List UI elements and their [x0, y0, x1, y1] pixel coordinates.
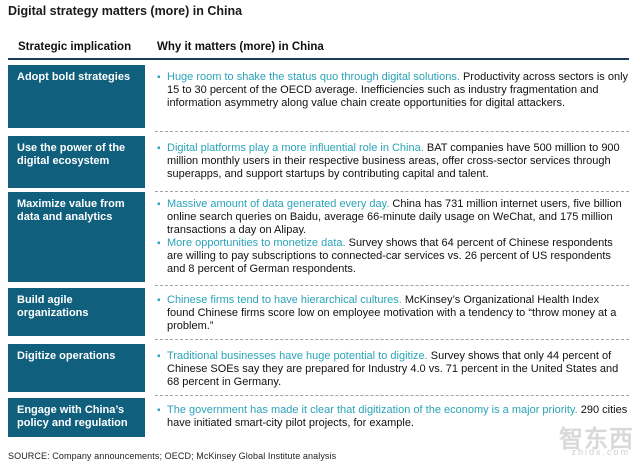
bullet-highlight: Massive amount of data generated every d…: [167, 198, 390, 210]
bullet-highlight: More opportunities to monetize data.: [167, 237, 346, 249]
bullet-item: ▪ The government has made it clear that d…: [155, 404, 629, 430]
row-label: Adopt bold strategies: [8, 65, 145, 128]
bullet-square-icon: ▪: [157, 143, 161, 154]
bullet-highlight: Huge room to shake the status quo throug…: [167, 71, 460, 83]
column-header-implication: Strategic implication: [18, 41, 132, 53]
row-body: ▪ Traditional businesses have huge potent…: [155, 344, 629, 389]
row-label: Engage with China’s policy and regulatio…: [8, 398, 145, 437]
bullet-item: ▪ Digital platforms play a more influenti…: [155, 142, 629, 181]
bullet-text: Survey shows that only 44 percent of Chi…: [167, 350, 619, 388]
table-row: Engage with China’s policy and regulatio…: [8, 398, 629, 437]
header-divider: [8, 58, 629, 60]
row-label: Use the power of the digital ecosystem: [8, 136, 145, 188]
bullet-text: BAT companies have 500 million to 900 mi…: [167, 142, 620, 180]
bullet-text: McKinsey’s Organizational Health Index f…: [167, 294, 617, 332]
bullet-square-icon: ▪: [157, 238, 161, 249]
bullet-item: ▪ Huge room to shake the status quo throu…: [155, 71, 629, 110]
row-label: Maximize value from data and analytics: [8, 192, 145, 282]
row-body: ▪ Digital platforms play a more influenti…: [155, 136, 629, 181]
table-row: Build agile organizations ▪ Chinese firms…: [8, 288, 629, 340]
bullet-square-icon: ▪: [157, 295, 161, 306]
watermark-logo: 智东西: [559, 426, 634, 453]
table-row: Digitize operations ▪ Traditional busines…: [8, 344, 629, 396]
bullet-square-icon: ▪: [157, 351, 161, 362]
bullet-text: Survey shows that 64 percent of Chinese …: [167, 237, 613, 275]
row-divider: [155, 395, 629, 396]
bullet-text: Productivity across sectors is only 15 t…: [167, 71, 629, 109]
bullet-highlight: Traditional businesses have huge potenti…: [167, 350, 428, 362]
bullet-item: ▪ Traditional businesses have huge potent…: [155, 350, 629, 389]
row-body: ▪ Massive amount of data generated every …: [155, 192, 629, 276]
row-body: ▪ Chinese firms tend to have hierarchical…: [155, 288, 629, 333]
bullet-text: China has 731 million internet users, fi…: [167, 198, 622, 236]
bullet-square-icon: ▪: [157, 199, 161, 210]
row-body: ▪ Huge room to shake the status quo throu…: [155, 65, 629, 110]
bullet-item: ▪ Chinese firms tend to have hierarchical…: [155, 294, 629, 333]
row-divider: [155, 131, 629, 132]
watermark-url: zhidx.com: [571, 447, 630, 457]
table-row: Maximize value from data and analytics ▪…: [8, 192, 629, 286]
row-label: Build agile organizations: [8, 288, 145, 336]
row-divider: [155, 339, 629, 340]
page-title: Digital strategy matters (more) in China: [8, 4, 243, 18]
source-note: SOURCE: Company announcements; OECD; McK…: [8, 451, 337, 461]
table-row: Use the power of the digital ecosystem ▪…: [8, 136, 629, 192]
bullet-square-icon: ▪: [157, 405, 161, 416]
bullet-highlight: Digital platforms play a more influentia…: [167, 142, 424, 154]
bullet-text: 290 cities have initiated smart-city pil…: [167, 404, 628, 429]
bullet-item: ▪ Massive amount of data generated every …: [155, 198, 629, 237]
bullet-highlight: Chinese firms tend to have hierarchical …: [167, 294, 402, 306]
row-label: Digitize operations: [8, 344, 145, 392]
table-row: Adopt bold strategies ▪ Huge room to shak…: [8, 65, 629, 132]
bullet-square-icon: ▪: [157, 72, 161, 83]
bullet-highlight: The government has made it clear that di…: [167, 404, 578, 416]
row-divider: [155, 285, 629, 286]
row-body: ▪ The government has made it clear that d…: [155, 398, 629, 430]
column-header-why: Why it matters (more) in China: [157, 41, 324, 53]
row-divider: [155, 191, 629, 192]
bullet-item: ▪ More opportunities to monetize data. Su…: [155, 237, 629, 276]
